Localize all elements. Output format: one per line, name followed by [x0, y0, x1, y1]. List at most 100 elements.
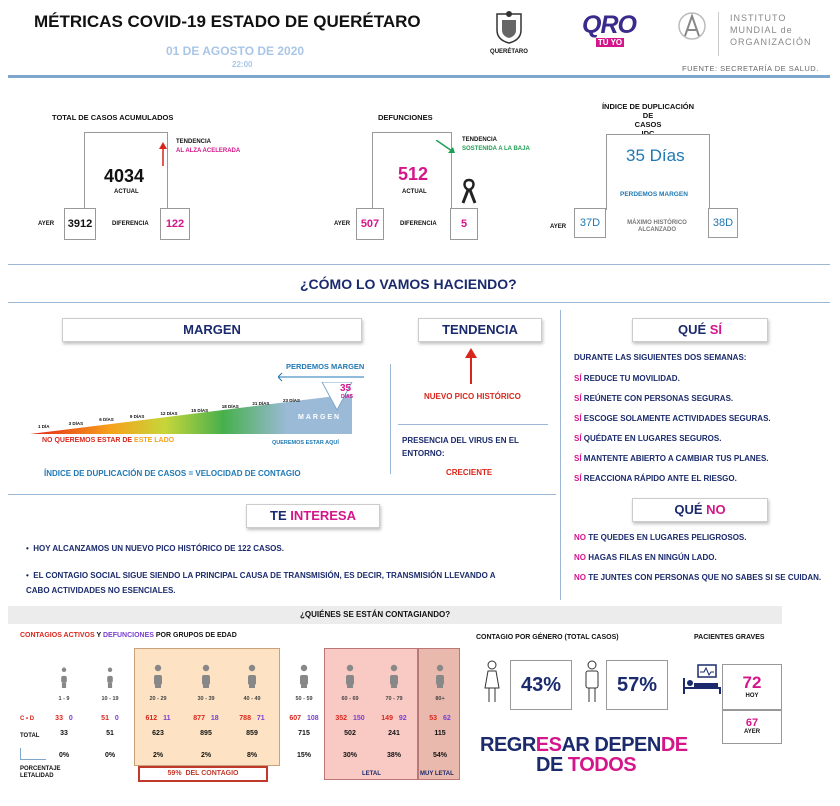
- age-group-label: 60 - 69: [341, 696, 359, 702]
- age-group-cases-deaths: 352 150: [328, 715, 372, 722]
- margin-left-label: NO QUEREMOS ESTAR DE ESTE LADO: [42, 437, 174, 444]
- age-group-label: 10 - 19: [101, 696, 119, 702]
- idc-max-label: MÁXIMO HISTÓRICO ALCANZADO: [627, 220, 687, 233]
- que-no-item-keyword: NO: [574, 573, 586, 582]
- deaths-current-value: 512: [398, 164, 429, 184]
- tendency-up-arrow-icon: [465, 348, 477, 384]
- idc-current-value: 35 Días: [626, 146, 685, 165]
- age-group-person-icon: [248, 664, 256, 688]
- who-subtitle-y: Y: [94, 632, 103, 639]
- institute-name: INSTITUTO MUNDIAL de ORGANIZACIÓN: [730, 12, 812, 48]
- idc-current-box: [606, 134, 710, 210]
- idc-title-line-2: CASOS: [634, 120, 662, 129]
- age-group-total: 502: [344, 730, 356, 737]
- severe-yesterday-label: AYER: [743, 729, 761, 735]
- age-group-deaths: 62: [441, 715, 451, 722]
- age-group-active-cases: 607: [289, 715, 302, 722]
- contagion-share-box: 59% DEL CONTAGIO: [138, 766, 268, 782]
- interest-title-a: TE: [270, 508, 291, 523]
- slogan-1a: REGR: [480, 734, 536, 756]
- age-group-label: 30 - 39: [197, 696, 215, 702]
- interest-bullet-2: • EL CONTAGIO SOCIAL SIGUE SIENDO LA PRI…: [26, 571, 496, 595]
- que-si-item: SÍ REDUCE TU MOVILIDAD.: [574, 372, 830, 386]
- age-group-person-icon: [390, 664, 398, 688]
- trend-up-arrow-icon: [159, 142, 167, 166]
- deaths-diff-label: DIFERENCIA: [400, 221, 437, 227]
- que-si-item: SÍ REACCIONA RÁPIDO ANTE EL RIESGO.: [574, 472, 830, 486]
- que-si-item-keyword: SÍ: [574, 454, 582, 463]
- female-icon: [484, 660, 500, 702]
- que-si-intro: DURANTE LAS SIGUIENTES DOS SEMANAS:: [574, 353, 747, 362]
- margin-tendency-divider: [390, 364, 391, 474]
- tendency-presence-value: CRECIENTE: [446, 468, 493, 477]
- deaths-trend-label: TENDENCIA: [462, 137, 498, 143]
- age-group-total: 115: [434, 730, 446, 737]
- que-no-item-text: TE QUEDES EN LUGARES PELIGROSOS.: [586, 533, 747, 542]
- que-si-item-text: QUÉDATE EN LUGARES SEGUROS.: [581, 434, 722, 443]
- age-grid: 1 - 9 33 0 33 0% 10 - 19 51 0 51 0% 20 - 29 612 1…: [42, 648, 464, 768]
- que-no-item: NO TE JUNTES CON PERSONAS QUE NO SABES S…: [574, 571, 830, 585]
- idc-max-value: 38D: [712, 217, 734, 229]
- interest-bullet-2-text: EL CONTAGIO SOCIAL SIGUE SIENDO LA PRINC…: [26, 571, 496, 595]
- report-date: 01 DE AGOSTO DE 2020: [166, 44, 305, 58]
- tendency-peak: NUEVO PICO HISTÓRICO: [424, 392, 521, 401]
- que-si-title-box: QUÉ SÍ: [632, 318, 768, 342]
- section-divider-2: [8, 302, 830, 303]
- deaths-diff-value: 5: [460, 218, 468, 230]
- who-subtitle-a: CONTAGIOS ACTIVOS: [20, 632, 95, 639]
- age-group-total: 51: [106, 730, 114, 737]
- que-si-item-text: ESCOGE SOLAMENTE ACTIVIDADES SEGURAS.: [581, 414, 771, 423]
- deaths-title: DEFUNCIONES: [378, 113, 433, 122]
- who-subtitle: CONTAGIOS ACTIVOS Y DEFUNCIONES POR GRUP…: [20, 632, 237, 639]
- severe-yesterday-box: 67 AYER: [722, 710, 782, 744]
- qro-logo-text: QRO: [582, 11, 637, 39]
- age-group-active-cases: 33: [55, 715, 63, 722]
- age-group-cases-deaths: 612 11: [136, 715, 180, 722]
- que-si-title-a: QUÉ: [677, 322, 710, 337]
- age-group-person-icon: [436, 664, 444, 688]
- idc-yesterday-box: 37D: [574, 208, 606, 238]
- que-si-title-b: SÍ: [709, 322, 723, 337]
- male-pct-box: 57%: [606, 660, 668, 710]
- que-si-item-keyword: SÍ: [574, 434, 582, 443]
- who-subtitle-c: POR GRUPOS DE EDAD: [153, 632, 237, 639]
- cases-current-box: [84, 132, 168, 208]
- que-si-item: SÍ REÚNETE CON PERSONAS SEGURAS.: [574, 392, 830, 406]
- institute-line-3: ORGANIZACIÓN: [730, 37, 812, 47]
- idc-title-line-1: ÍNDICE DE DUPLICACIÓN DE: [601, 102, 695, 120]
- age-group-person-icon: [61, 667, 67, 688]
- age-group-lethality: 30%: [342, 752, 357, 759]
- report-time: 22:00: [232, 60, 253, 69]
- muy-letal-label: MUY LETAL: [420, 771, 454, 777]
- cases-diff-value: 122: [165, 218, 185, 230]
- age-group-active-cases: 51: [101, 715, 109, 722]
- age-group-total: 859: [246, 730, 258, 737]
- slogan-line-2: DE TODOS: [536, 754, 637, 777]
- slogan-1c: AR DEPEN: [561, 734, 661, 756]
- coat-of-arms-icon: [496, 11, 522, 44]
- que-no-item: NO TE QUEDES EN LUGARES PELIGROSOS.: [574, 531, 830, 545]
- age-group-label: 80+: [435, 696, 445, 702]
- margin-title: MARGEN: [183, 322, 241, 337]
- margin-gradient-bar: [30, 382, 353, 434]
- qro-logo: QRO TÚ YO: [582, 12, 644, 56]
- age-group-active-cases: 788: [239, 715, 251, 722]
- institute-line-2: MUNDIAL de: [730, 25, 793, 35]
- margin-scale-label: 1 DÍA: [38, 424, 50, 429]
- margin-bar-label: MARGEN: [298, 414, 342, 421]
- row-label-cd: C • D: [20, 716, 35, 722]
- deaths-yesterday-box: 507: [356, 208, 384, 240]
- slogan-1b: ES: [535, 734, 562, 756]
- margin-scale-label: 21 DÍAS: [252, 400, 270, 406]
- how-title: ¿CÓMO LO VAMOS HACIENDO?: [300, 276, 517, 292]
- slogan-1d: DE: [660, 734, 688, 756]
- age-group-lethality: 54%: [432, 752, 447, 759]
- age-group-deaths: 108: [305, 715, 319, 722]
- margin-left-label-highlight: ESTE LADO: [134, 437, 175, 444]
- age-group-deaths: 92: [396, 715, 407, 722]
- que-si-item: SÍ MANTENTE ABIERTO A CAMBIAR TUS PLANES…: [574, 452, 830, 466]
- age-group-active-cases: 877: [193, 715, 205, 722]
- age-group-lethality: 38%: [386, 752, 401, 759]
- deaths-trend-value: SOSTENIDA A LA BAJA: [462, 146, 530, 152]
- deaths-current-label: ACTUAL: [402, 189, 427, 195]
